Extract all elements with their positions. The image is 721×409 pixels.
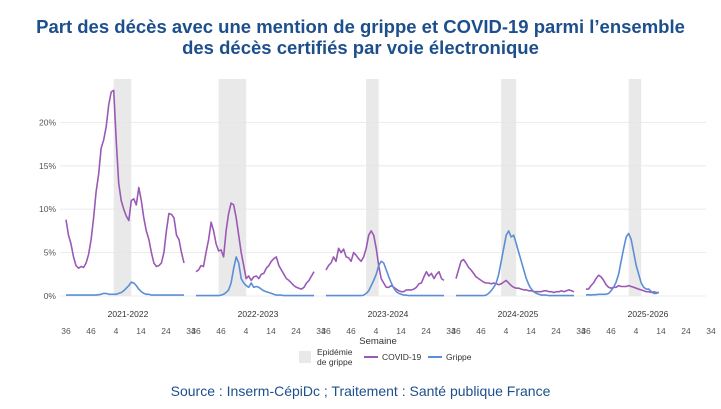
series-lines	[65, 89, 660, 297]
legend-label-grippe: Grippe	[446, 352, 472, 362]
season-label-2021-2022: 2021-2022	[108, 309, 149, 319]
chart-svg: 0% 5% 10% 15% 20% 36 46 4 14 24 34 2021-2022 36 46 4 1…	[39, 79, 716, 367]
x-tick-label: 34	[316, 326, 326, 336]
x-tick-label: 4	[244, 326, 249, 336]
y-tick-label: 20%	[39, 117, 56, 127]
x-tick-label: 24	[551, 326, 561, 336]
epidemic-bands	[113, 79, 642, 296]
legend-swatch-epidemic	[299, 351, 311, 363]
x-tick-label: 46	[606, 326, 616, 336]
x-tick-label: 4	[634, 326, 639, 336]
epidemic-band-2022-2023	[218, 79, 247, 296]
series-line-COVID-19-2024-2025	[455, 258, 575, 294]
season-label-2024-2025: 2024-2025	[498, 309, 539, 319]
season-label-2023-2024: 2023-2024	[368, 309, 409, 319]
x-tick-label: 46	[86, 326, 96, 336]
series-line-COVID-19-2022-2023	[195, 202, 315, 290]
epidemic-band-2025-2026	[628, 79, 642, 296]
x-axis-label: Semaine	[359, 336, 397, 347]
y-tick-label: 0%	[44, 291, 57, 301]
series-line-Grippe-2023-2024	[326, 260, 444, 297]
x-tick-label: 46	[476, 326, 486, 336]
legend-label-covid: COVID-19	[382, 352, 421, 362]
x-tick-label: 14	[266, 326, 276, 336]
gridlines	[60, 122, 706, 297]
epidemic-band-2021-2022	[113, 79, 132, 296]
series-line-Grippe-2025-2026	[585, 232, 660, 296]
x-tick-label: 34	[446, 326, 456, 336]
x-tick-label: 14	[526, 326, 536, 336]
x-tick-label: 36	[191, 326, 201, 336]
x-tick-label: 14	[396, 326, 406, 336]
x-tick-label: 46	[346, 326, 356, 336]
x-tick-label: 4	[374, 326, 379, 336]
epidemic-band-2024-2025	[501, 79, 517, 296]
series-line-Grippe-2024-2025	[456, 230, 574, 297]
season-label-2022-2023: 2022-2023	[238, 309, 279, 319]
y-tick-label: 15%	[39, 161, 56, 171]
x-tick-label: 34	[186, 326, 196, 336]
epidemic-band-2023-2024	[366, 79, 379, 296]
x-tick-label: 14	[656, 326, 666, 336]
x-tick-label: 4	[504, 326, 509, 336]
x-axis: 36 46 4 14 24 34 2021-2022 36 46 4 14 24 34 2022-2023…	[61, 309, 716, 336]
y-axis: 0% 5% 10% 15% 20%	[39, 117, 56, 301]
series-line-COVID-19-2023-2024	[325, 230, 445, 293]
season-label-2025-2026: 2025-2026	[628, 309, 669, 319]
legend-label-epidemic-1: Epidémie	[317, 347, 353, 357]
x-tick-label: 14	[136, 326, 146, 336]
y-tick-label: 10%	[39, 204, 56, 214]
series-line-Grippe-2021-2022	[66, 281, 184, 296]
series-line-COVID-19-2025-2026	[586, 274, 659, 294]
legend-label-epidemic-2: de grippe	[317, 357, 353, 367]
x-tick-label: 34	[576, 326, 586, 336]
x-tick-label: 36	[581, 326, 591, 336]
chart-title-line-2: des décès certifiés par voie électroniqu…	[182, 37, 539, 58]
x-tick-label: 24	[421, 326, 431, 336]
x-tick-label: 24	[681, 326, 691, 336]
chart-title: Part des décès avec une mention de gripp…	[0, 16, 721, 58]
series-line-Grippe-2022-2023	[196, 256, 314, 297]
x-tick-label: 36	[61, 326, 71, 336]
x-tick-label: 46	[216, 326, 226, 336]
series-line-COVID-19-2021-2022	[65, 89, 185, 270]
x-tick-label: 36	[451, 326, 461, 336]
x-tick-label: 4	[114, 326, 119, 336]
x-tick-label: 34	[706, 326, 716, 336]
legend: Epidémie de grippe COVID-19 Grippe	[299, 347, 472, 367]
x-tick-label: 24	[161, 326, 171, 336]
x-tick-label: 24	[291, 326, 301, 336]
x-tick-label: 36	[321, 326, 331, 336]
chart-title-line-1: Part des décès avec une mention de gripp…	[36, 16, 685, 37]
y-tick-label: 5%	[44, 248, 57, 258]
source-note: Source : Inserm-CépiDc ; Traitement : Sa…	[170, 383, 551, 399]
